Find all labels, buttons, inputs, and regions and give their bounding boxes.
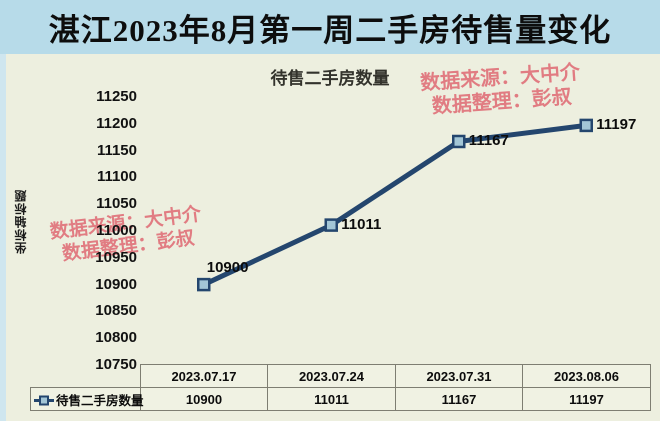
y-tick-label: 11150 bbox=[96, 141, 137, 159]
table-value-row: 待售二手房数量 10900 11011 11167 11197 bbox=[30, 387, 651, 411]
data-point-marker bbox=[197, 277, 211, 292]
series-legend-cell: 待售二手房数量 bbox=[30, 387, 144, 411]
series-line bbox=[201, 122, 589, 288]
data-point-marker bbox=[452, 134, 466, 149]
y-tick-label: 10950 bbox=[95, 248, 137, 266]
y-tick-label: 10900 bbox=[95, 275, 137, 293]
data-point-marker bbox=[324, 218, 338, 232]
table-col-header: 2023.08.06 bbox=[522, 364, 651, 388]
y-tick-label: 11000 bbox=[96, 222, 137, 239]
page-title: 湛江2023年8月第一周二手房待售量变化 bbox=[48, 12, 612, 48]
data-point-label: 10900 bbox=[206, 258, 249, 276]
table-value-cell: 11011 bbox=[267, 387, 396, 411]
table-corner-cell bbox=[31, 365, 141, 388]
series-line-marker-icon bbox=[34, 395, 54, 405]
page-header: 湛江2023年8月第一周二手房待售量变化 bbox=[0, 0, 660, 54]
table-value-cell: 11197 bbox=[522, 387, 651, 411]
y-tick-label: 11050 bbox=[96, 195, 137, 213]
chart-title: 待售二手房数量 bbox=[270, 69, 390, 88]
left-margin-strip bbox=[0, 54, 6, 421]
y-tick-label: 11100 bbox=[96, 168, 137, 186]
table-col-header: 2023.07.24 bbox=[267, 364, 396, 388]
table-value-cell: 10900 bbox=[140, 387, 268, 411]
data-point-label: 11167 bbox=[468, 132, 509, 150]
data-point-label: 11011 bbox=[341, 216, 382, 234]
data-point-marker bbox=[579, 118, 593, 133]
y-tick-label: 11250 bbox=[96, 88, 137, 105]
table-header-row: 2023.07.17 2023.07.24 2023.07.31 2023.08… bbox=[31, 364, 651, 388]
series-legend-label: 待售二手房数量 bbox=[56, 393, 144, 408]
table-col-header: 2023.07.17 bbox=[140, 364, 268, 388]
data-table: 2023.07.17 2023.07.24 2023.07.31 2023.08… bbox=[30, 364, 651, 411]
y-tick-label: 10800 bbox=[95, 329, 137, 347]
table-value-cell: 11167 bbox=[395, 387, 523, 411]
data-point-label: 11197 bbox=[596, 116, 637, 134]
y-tick-label: 10850 bbox=[95, 302, 137, 320]
y-tick-label: 11200 bbox=[96, 114, 137, 132]
table-col-header: 2023.07.31 bbox=[395, 364, 523, 388]
y-tick-label: 10750 bbox=[95, 356, 137, 373]
